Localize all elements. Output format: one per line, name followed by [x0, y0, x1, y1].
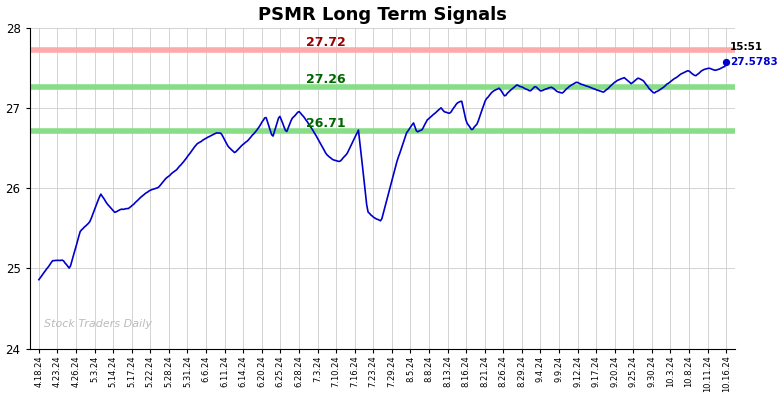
Text: 27.26: 27.26 [307, 73, 346, 86]
Title: PSMR Long Term Signals: PSMR Long Term Signals [258, 6, 507, 23]
Text: 15:51: 15:51 [730, 42, 763, 52]
Text: Stock Traders Daily: Stock Traders Daily [44, 319, 151, 330]
Text: 27.72: 27.72 [307, 36, 346, 49]
Point [720, 59, 732, 65]
Text: 27.5783: 27.5783 [730, 57, 778, 67]
Text: 26.71: 26.71 [307, 117, 346, 130]
